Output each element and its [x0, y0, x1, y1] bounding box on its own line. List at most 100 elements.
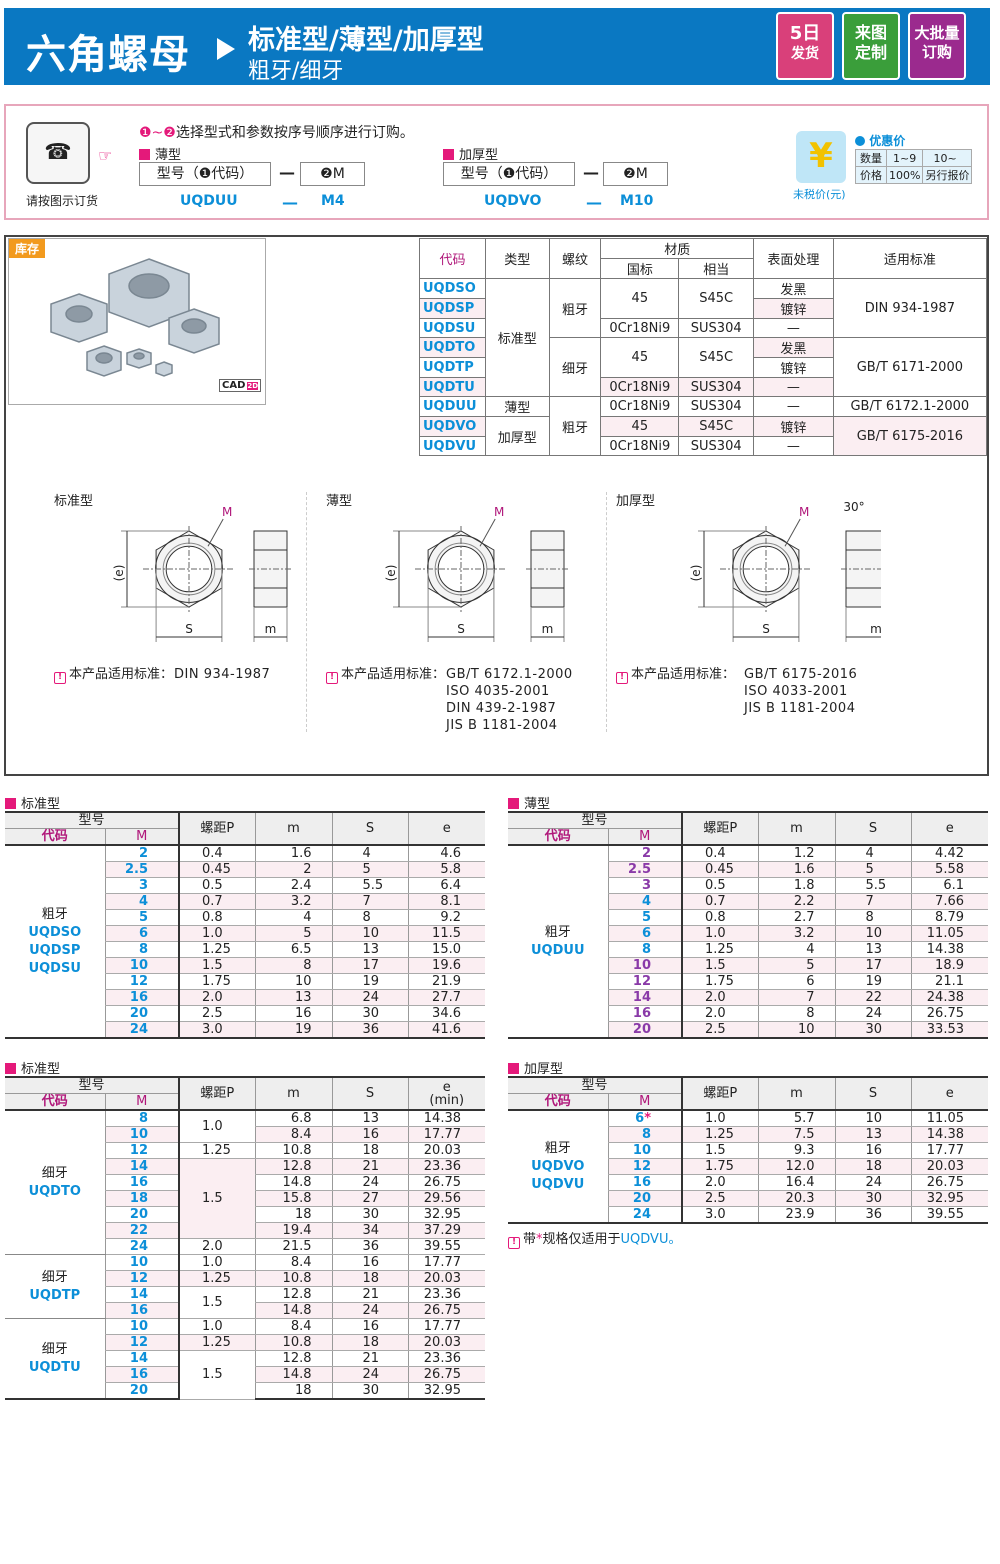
- price-caption: 未税价(元): [793, 188, 846, 201]
- code-label: UQDSP: [29, 942, 81, 958]
- m-height-cell: 1.6: [757, 861, 835, 878]
- equiv-cell: SUS304: [678, 318, 755, 338]
- example-m: M10: [620, 193, 654, 209]
- standards-list: GB/T 6172.1-2000 ISO 4035-2001 DIN 439-2…: [446, 667, 573, 733]
- stock-badge: 库存: [9, 239, 46, 258]
- table-row: 10 8.4 16 17.77: [5, 1126, 485, 1143]
- note-end: 。: [668, 1232, 682, 1247]
- m-height-cell: 8.4: [254, 1254, 332, 1271]
- m-height-cell: 8: [757, 1005, 835, 1022]
- m-height-cell: 5: [254, 925, 332, 942]
- s-cell: 5: [834, 861, 911, 878]
- e-cell: 4.42: [910, 845, 988, 862]
- surface-cell: 镀锌: [753, 298, 834, 319]
- table-row: 细牙 UQDTP 10 1.0 8.4 16 17.77: [5, 1254, 485, 1319]
- m-cell: 12: [104, 1142, 179, 1159]
- m-cell: 16: [104, 1302, 179, 1319]
- table-row: 8 1.25 7.5 13 14.38: [508, 1126, 988, 1143]
- section-title-text: 加厚型: [524, 1062, 564, 1077]
- e-cell: 24.38: [910, 989, 988, 1006]
- s-cell: 18: [834, 1158, 911, 1175]
- e-cell: 17.77: [910, 1142, 988, 1159]
- table-row: 12 1.75 6 19 21.1: [508, 973, 988, 990]
- dim-label: m: [870, 622, 881, 636]
- square-bullet-icon: [5, 1063, 16, 1074]
- table-row: 20 2.5 16 30 34.6: [5, 1005, 485, 1022]
- pitch-cell: 1.75: [681, 1158, 758, 1175]
- s-cell: 10: [834, 925, 911, 942]
- s-cell: 21: [331, 1350, 408, 1367]
- m-height-cell: 18: [254, 1206, 332, 1223]
- badge-line: 来图: [854, 23, 887, 42]
- pitch-cell: 2.0: [681, 1005, 758, 1022]
- pitch-cell: 1.75: [178, 973, 255, 990]
- divider: [606, 492, 607, 732]
- equiv-cell: S45C: [678, 278, 755, 319]
- col-pitch: 螺距P: [681, 1077, 758, 1110]
- dim-label: 30°: [843, 500, 864, 514]
- e-cell: 27.7: [407, 989, 485, 1006]
- pitch-cell: 1.5: [178, 957, 255, 974]
- m-cell: 10: [104, 1318, 179, 1335]
- surface-cell: —: [753, 396, 834, 417]
- s-cell: 8: [834, 909, 911, 926]
- code-cell: UQDVO: [419, 416, 486, 437]
- pitch-cell: 1.0: [178, 925, 255, 942]
- col-model: 型号: [5, 812, 179, 829]
- code-label: UQDVO: [531, 1158, 585, 1174]
- m-height-cell: 6: [757, 973, 835, 990]
- m-height-cell: 14.8: [254, 1174, 332, 1191]
- note-code: UQDVU: [620, 1232, 669, 1247]
- e-cell: 17.77: [407, 1254, 485, 1271]
- code-label: UQDTU: [28, 1359, 81, 1375]
- e-cell: 39.55: [407, 1238, 485, 1255]
- section-title-text: 标准型: [21, 797, 61, 812]
- s-cell: 30: [834, 1190, 911, 1207]
- standards-label: 本产品适用标准：: [631, 667, 736, 682]
- s-cell: 7: [834, 893, 911, 910]
- s-cell: 19: [331, 973, 408, 990]
- table-row: 粗牙 UQDSO UQDSP UQDSU 2 0.4 1.6 4 4.6: [5, 845, 485, 1039]
- m-cell: 8: [607, 941, 682, 958]
- e-cell: 5.8: [407, 861, 485, 878]
- m-cell: 20: [607, 1190, 682, 1207]
- info-icon: !: [508, 1237, 520, 1249]
- pitch-cell: 0.8: [681, 909, 758, 926]
- m-cell: 20: [104, 1206, 179, 1223]
- e-cell: 9.2: [407, 909, 485, 926]
- price-label: 价格: [855, 166, 887, 184]
- note-star: *: [536, 1232, 543, 1247]
- m-cell: 8: [104, 941, 179, 958]
- table-row: 24 2.0 21.5 36 39.55: [5, 1238, 485, 1255]
- dim-label: M: [799, 505, 809, 519]
- star-mark: *: [644, 1111, 651, 1126]
- col-m: m: [254, 812, 332, 845]
- e-cell: 41.6: [407, 1021, 485, 1039]
- table-row: 2.5 0.45 1.6 5 5.58: [508, 861, 988, 878]
- col-M: M: [104, 1093, 179, 1110]
- m-cell: 8: [607, 1126, 682, 1143]
- standard-cell: GB/T 6175-2016: [832, 416, 988, 456]
- m-height-cell: 16: [254, 1005, 332, 1022]
- phone-24h-icon: ☎: [26, 122, 90, 184]
- m-height-cell: 23.9: [757, 1206, 835, 1224]
- pitch-cell: 0.45: [178, 861, 255, 878]
- m-cell: 24: [104, 1238, 179, 1255]
- drawing-standards: ! 本产品适用标准：: [54, 666, 173, 684]
- table-row: 细牙 UQDTU 10 1.0 8.4 16 17.77: [5, 1318, 485, 1400]
- m-height-cell: 5.7: [757, 1110, 835, 1127]
- yen-icon: ¥: [796, 131, 846, 183]
- m-cell: 12: [104, 1270, 179, 1287]
- table-row: 4 0.7 3.2 7 8.1: [5, 893, 485, 910]
- e-cell: 26.75: [407, 1174, 485, 1191]
- section-title: 标准型: [5, 1058, 60, 1077]
- drawing-title: 薄型: [326, 494, 353, 509]
- m-cell: 24: [607, 1206, 682, 1224]
- price2: 另行报价: [922, 166, 973, 184]
- dimension-table: 型号 螺距P m S e 代码 M 粗牙 UQDUU 2 0.4 1.2 4 4.42 2.5 0.…: [508, 811, 988, 1039]
- drawing-title: 加厚型: [616, 494, 656, 509]
- code-cell: UQDTO: [419, 337, 486, 358]
- surface-cell: —: [753, 436, 834, 456]
- table-row: 16 2.0 13 24 27.7: [5, 989, 485, 1006]
